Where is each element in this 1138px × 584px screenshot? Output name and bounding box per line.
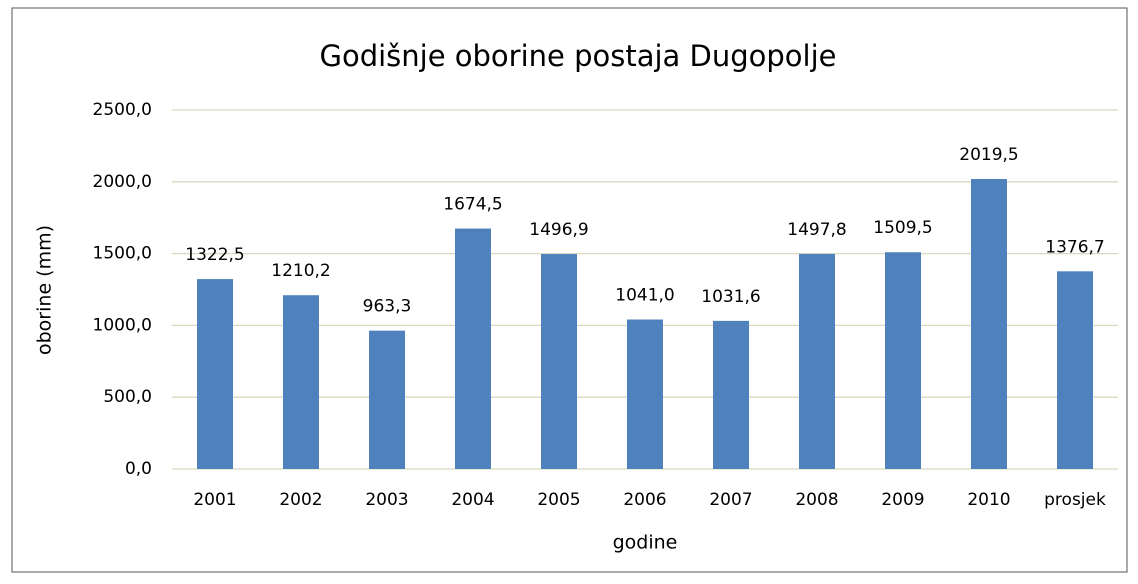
y-tick-label: 0,0 <box>125 459 152 479</box>
x-tick-label: 2001 <box>193 490 236 510</box>
data-label: 1041,0 <box>615 286 674 306</box>
y-tick-label: 2000,0 <box>93 172 152 192</box>
data-label: 1322,5 <box>185 245 244 265</box>
bar <box>799 253 835 469</box>
bar <box>1057 271 1093 469</box>
bar <box>369 330 405 469</box>
x-axis-label: godine <box>613 532 678 554</box>
data-label: 1376,7 <box>1045 237 1104 257</box>
x-tick-label: 2009 <box>881 490 924 510</box>
data-label: 1497,8 <box>787 220 846 240</box>
y-tick-label: 500,0 <box>103 387 152 407</box>
x-tick-label: 2002 <box>279 490 322 510</box>
x-tick-label: 2003 <box>365 490 408 510</box>
bar <box>197 279 233 469</box>
data-label: 2019,5 <box>959 145 1018 165</box>
y-tick-label: 1000,0 <box>93 315 152 335</box>
data-label: 1031,6 <box>701 287 760 307</box>
data-label: 1496,9 <box>529 220 588 240</box>
x-tick-label: 2007 <box>709 490 752 510</box>
chart-title: Godišnje oborine postaja Dugopolje <box>319 39 836 73</box>
x-tick-label: prosjek <box>1044 490 1106 510</box>
y-tick-label: 2500,0 <box>93 100 152 120</box>
y-tick-label: 1500,0 <box>93 244 152 264</box>
x-tick-label: 2008 <box>795 490 838 510</box>
x-tick-label: 2004 <box>451 490 494 510</box>
data-label: 1210,2 <box>271 261 330 281</box>
x-tick-label: 2006 <box>623 490 666 510</box>
bar <box>885 252 921 469</box>
data-label: 1509,5 <box>873 218 932 238</box>
bar <box>283 295 319 469</box>
bar <box>455 228 491 469</box>
data-label: 1674,5 <box>443 195 502 215</box>
data-label: 963,3 <box>363 297 412 317</box>
bar <box>541 254 577 469</box>
x-tick-label: 2005 <box>537 490 580 510</box>
x-tick-label: 2010 <box>967 490 1010 510</box>
bar <box>713 320 749 469</box>
bar <box>627 319 663 469</box>
bar <box>971 178 1007 469</box>
y-axis-label: oborine (mm) <box>34 225 56 355</box>
